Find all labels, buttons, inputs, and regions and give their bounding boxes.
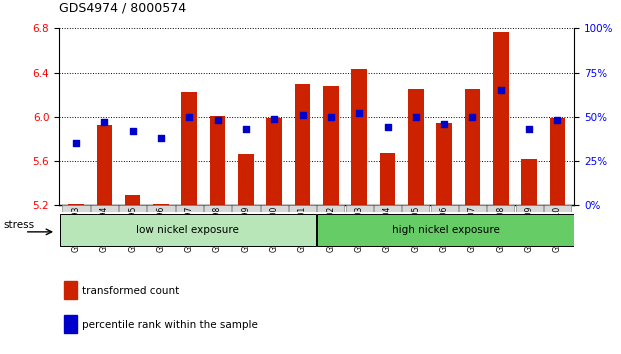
Point [99, 119, 109, 125]
FancyBboxPatch shape [176, 205, 203, 212]
Bar [238, 154, 254, 205]
FancyBboxPatch shape [487, 205, 514, 212]
Bar [181, 92, 197, 205]
Bar [351, 69, 367, 205]
Bar [521, 159, 537, 205]
FancyBboxPatch shape [62, 205, 89, 212]
FancyBboxPatch shape [204, 205, 231, 212]
Text: GSM992710: GSM992710 [553, 206, 562, 252]
FancyBboxPatch shape [261, 205, 288, 212]
Point [354, 110, 364, 116]
Text: percentile rank within the sample: percentile rank within the sample [82, 320, 258, 330]
Text: GSM992709: GSM992709 [525, 206, 533, 252]
Point [411, 114, 421, 120]
Bar [64, 281, 77, 299]
Point [212, 118, 222, 123]
Text: transformed count: transformed count [82, 286, 179, 296]
Point [468, 114, 478, 120]
Text: high nickel exposure: high nickel exposure [392, 225, 499, 235]
Text: GSM992700: GSM992700 [270, 206, 279, 252]
Text: GSM992696: GSM992696 [156, 206, 165, 252]
Bar [295, 84, 310, 205]
FancyBboxPatch shape [289, 205, 316, 212]
Bar [64, 315, 77, 333]
Bar [68, 204, 84, 205]
Text: GSM992706: GSM992706 [440, 206, 448, 252]
Text: GSM992698: GSM992698 [213, 206, 222, 252]
Text: stress: stress [3, 220, 34, 230]
FancyBboxPatch shape [119, 205, 146, 212]
Point [439, 121, 449, 127]
Point [383, 125, 392, 130]
Point [326, 114, 336, 120]
Text: GSM992707: GSM992707 [468, 206, 477, 252]
FancyBboxPatch shape [515, 205, 543, 212]
Point [184, 114, 194, 120]
Bar [210, 116, 225, 205]
Text: GSM992694: GSM992694 [100, 206, 109, 252]
Text: GSM992704: GSM992704 [383, 206, 392, 252]
Point [553, 118, 563, 123]
FancyBboxPatch shape [374, 205, 401, 212]
Bar [96, 125, 112, 205]
Text: GSM992693: GSM992693 [71, 206, 81, 252]
Point [71, 141, 81, 146]
Point [270, 116, 279, 121]
FancyBboxPatch shape [317, 214, 574, 246]
Bar [266, 118, 282, 205]
Text: GSM992695: GSM992695 [128, 206, 137, 252]
Text: GSM992703: GSM992703 [355, 206, 364, 252]
Text: GSM992702: GSM992702 [327, 206, 335, 252]
Text: GSM992705: GSM992705 [411, 206, 420, 252]
Text: GSM992699: GSM992699 [242, 206, 250, 252]
Point [156, 135, 166, 141]
Text: GDS4974 / 8000574: GDS4974 / 8000574 [59, 1, 186, 14]
FancyBboxPatch shape [430, 205, 458, 212]
Bar [323, 86, 338, 205]
Bar [493, 32, 509, 205]
Text: GSM992701: GSM992701 [298, 206, 307, 252]
FancyBboxPatch shape [232, 205, 260, 212]
FancyBboxPatch shape [91, 205, 118, 212]
FancyBboxPatch shape [459, 205, 486, 212]
FancyBboxPatch shape [544, 205, 571, 212]
Point [128, 128, 138, 134]
Bar [125, 195, 140, 205]
FancyBboxPatch shape [402, 205, 430, 212]
Text: GSM992708: GSM992708 [496, 206, 505, 252]
FancyBboxPatch shape [60, 214, 316, 246]
Text: low nickel exposure: low nickel exposure [137, 225, 239, 235]
Point [496, 87, 505, 93]
Bar [465, 89, 480, 205]
FancyBboxPatch shape [147, 205, 175, 212]
Bar [550, 118, 565, 205]
FancyBboxPatch shape [317, 205, 345, 212]
Point [524, 126, 534, 132]
Text: GSM992697: GSM992697 [185, 206, 194, 252]
FancyBboxPatch shape [346, 205, 373, 212]
Bar [379, 153, 396, 205]
Bar [408, 89, 424, 205]
Point [297, 112, 307, 118]
Point [241, 126, 251, 132]
Bar [153, 204, 169, 205]
Bar [437, 124, 452, 205]
